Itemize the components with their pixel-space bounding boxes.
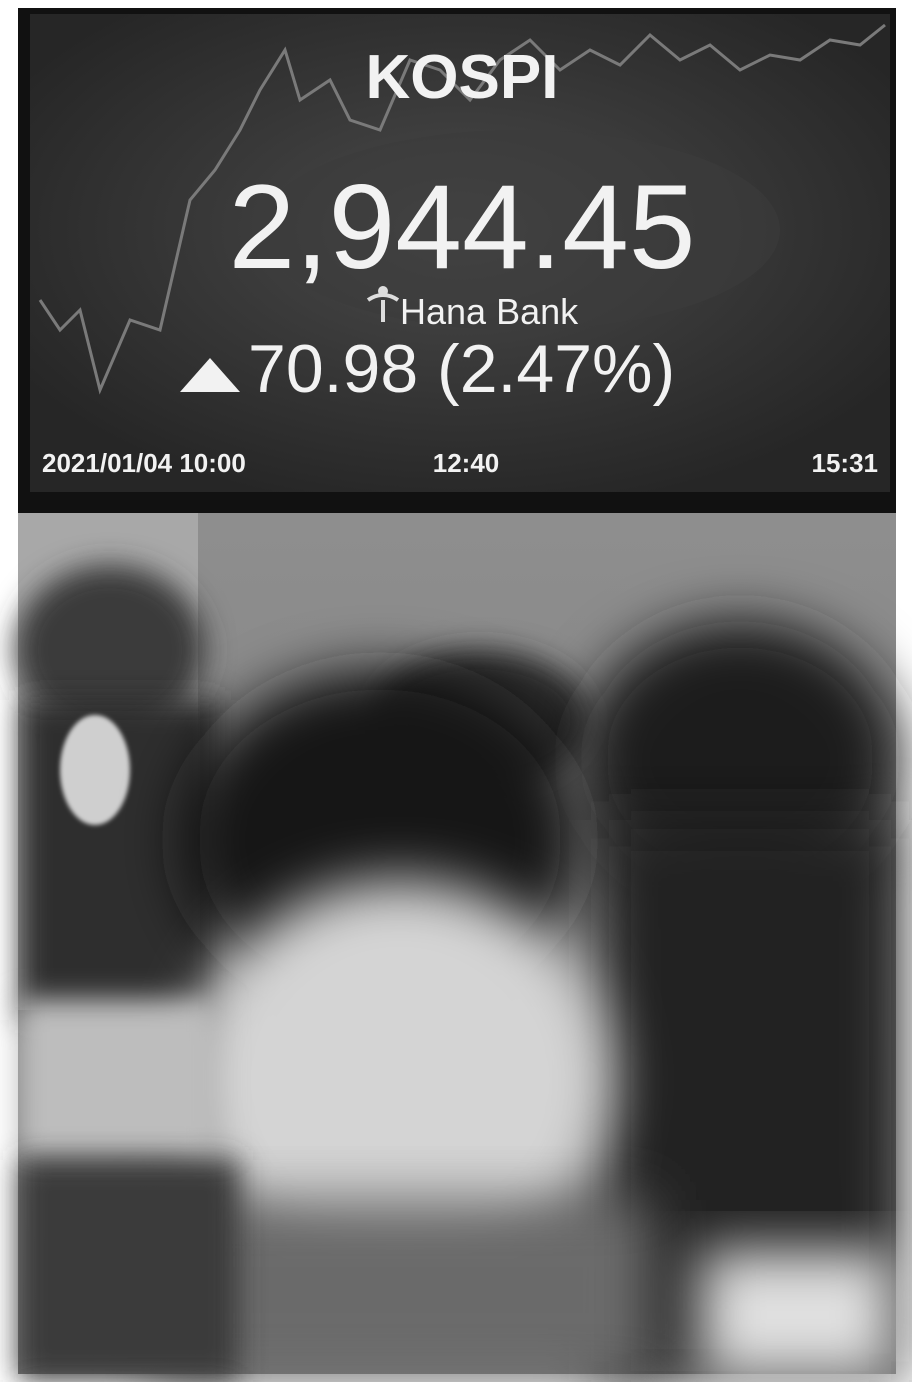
photo: KOSPI 2,944.45 Hana Bank 70.98 (2.47%) 2… [0,0,912,1382]
change-value: 70.98 (2.47%) [248,331,675,407]
sponsor: Hana Bank [400,291,579,332]
index-value: 2,944.45 [228,160,695,294]
blurred-people [15,565,900,1380]
time-label: 12:40 [433,448,500,478]
board-title: KOSPI [366,43,559,112]
time-label: 2021/01/04 10:00 [42,448,246,478]
time-label: 15:31 [812,448,879,478]
page: KOSPI 2,944.45 Hana Bank 70.98 (2.47%) 2… [0,0,912,1382]
